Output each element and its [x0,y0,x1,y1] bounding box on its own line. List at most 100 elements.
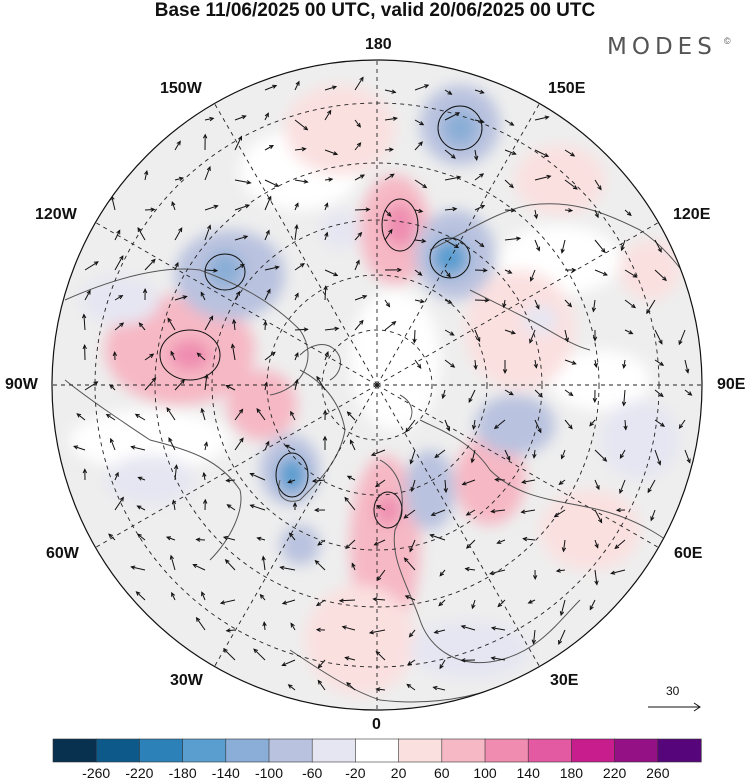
wind-vector [534,115,550,121]
wind-vector [444,329,455,336]
wind-vector [294,202,299,211]
wind-vector [234,263,245,271]
wind-vector [444,359,456,368]
wind-vector [192,564,206,571]
meridian-line [214,103,378,386]
wind-vector [142,288,148,301]
wind-vector [204,268,219,273]
wind-vector [439,569,446,577]
wind-vector [174,176,184,181]
wind-vector [144,377,157,391]
wind-vector [281,599,296,605]
arctic-coast [469,289,591,351]
wind-vector [234,408,244,421]
wind-vector [294,327,309,332]
colorbar-swatch [398,738,443,763]
wind-vector [444,206,458,212]
lon-label-90e: 90E [717,376,746,393]
wind-vector [114,496,124,511]
wind-vector [474,205,486,211]
wind-vector [684,389,693,396]
wind-vector [465,509,476,516]
meridian-line [376,384,540,667]
wind-vector [464,566,476,572]
wind-vector [204,116,215,122]
wind-vector [678,419,686,430]
wind-vector [324,326,340,332]
colorbar-tick-label: 220 [602,765,627,781]
wind-vector [439,659,446,670]
wind-vector [414,119,425,126]
wind-vector [225,478,236,483]
meridians [52,60,702,710]
wind-vector [114,322,125,331]
wind-vector [527,599,536,604]
wind-vector [114,255,124,271]
wind-vector [354,119,361,128]
wind-vector [414,141,423,151]
wind-vector [234,235,249,241]
wind-vector [264,229,270,241]
wind-vector [474,298,490,303]
meridian-line [214,384,378,667]
wind-vector [354,207,371,212]
wind-vector [470,449,476,464]
wind-vector [166,407,176,421]
east-siberia-coast [429,203,701,301]
wind-vector [137,226,146,241]
wind-vector [262,621,267,631]
wind-vector [654,359,665,366]
wind-vector [559,599,566,617]
modes-logo: MODES [607,34,717,60]
negative-anomaly [600,400,680,480]
wind-vector [144,207,156,212]
wind-vector [460,658,476,663]
wind-vector [264,145,275,151]
wind-vector [384,228,393,241]
wind-vector [412,329,417,344]
wind-vector [375,650,386,661]
wind-vector [564,208,574,213]
map-disc [52,60,702,710]
lon-label-150e: 150E [548,80,586,97]
wind-vector [560,239,566,254]
wind-vector [610,569,626,575]
wind-vector [138,322,146,331]
positive-anomaly [170,340,210,370]
wind-vector [234,204,251,211]
colorbar-tick-label: 180 [559,765,584,781]
wind-vector [650,509,656,522]
wind-vector [284,444,296,451]
wind-vector [594,509,603,524]
negative-anomaly [405,450,455,530]
wind-vector [444,89,453,95]
wind-vector [202,471,207,481]
colorbar-tick-label: 100 [473,765,497,781]
wind-vector [82,468,88,481]
wind-vector [232,318,237,331]
wind-vector [534,419,542,434]
meridian-line [95,222,378,386]
wind-vector [368,629,386,635]
wind-vector [279,565,296,571]
wind-vector [594,179,602,191]
colorbar-swatch [139,738,184,763]
colorbar-tick-label: -20 [345,765,366,781]
wind-vector [684,359,690,374]
wind-vector [341,625,356,631]
wind-vector [234,437,244,451]
wind-vector [264,179,280,187]
wind-vector [346,475,356,481]
wind-vector [105,413,116,421]
reference-vector-head [693,702,701,712]
meridian-line [376,384,659,548]
wind-vector [384,299,391,308]
wind-vector [414,269,423,276]
contours [159,105,483,529]
wind-vector [294,147,307,152]
wind-vector [323,285,328,301]
wind-vector [171,201,176,211]
colorbar-tick-label: 140 [516,765,540,781]
wind-vector [434,449,446,459]
reference-vector-label: 30 [666,684,680,698]
